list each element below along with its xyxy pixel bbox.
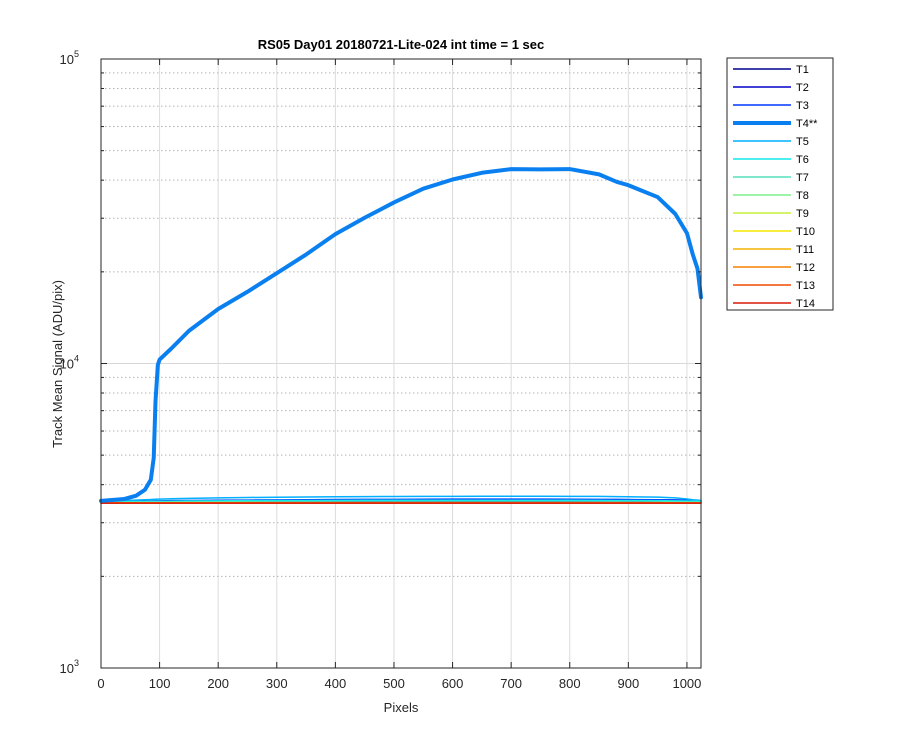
x-tick-label: 700 [500, 676, 522, 691]
series-line-t4 [99, 167, 703, 503]
legend-box [726, 57, 834, 311]
legend-entry: T6 [796, 154, 809, 166]
y-tick-label: 103 [60, 658, 79, 676]
x-tick-label: 500 [383, 676, 405, 691]
chart-title: RS05 Day01 20180721-Lite-024 int time = … [258, 37, 545, 52]
y-tick-label: 104 [60, 354, 79, 372]
legend: T1 T2 T3 T4** T5 T6 T7 T8 T9 T10 T11 T12 T13 T14 [726, 57, 834, 311]
legend-entry: T1 [796, 64, 809, 76]
legend-entry: T14 [796, 298, 815, 310]
x-axis-label: Pixels [384, 700, 419, 715]
y-axis-label: Track Mean Signal (ADU/pix) [50, 280, 65, 448]
legend-entry: T4** [796, 118, 818, 130]
legend-entry: T5 [796, 136, 809, 148]
series-line-t5 [100, 495, 702, 502]
legend-entry: T11 [796, 244, 814, 256]
x-tick-label: 800 [559, 676, 581, 691]
x-tick-label: 0 [97, 676, 104, 691]
legend-entry: T3 [796, 100, 809, 112]
x-tick-label: 400 [325, 676, 347, 691]
legend-entry: T12 [796, 262, 815, 274]
y-tick-label: 105 [60, 49, 79, 67]
x-tick-label: 300 [266, 676, 288, 691]
grid [101, 59, 701, 668]
series-line-t6 [100, 499, 702, 503]
legend-entry: T10 [796, 226, 815, 238]
legend-entry: T7 [796, 172, 809, 184]
x-tick-label: 200 [207, 676, 229, 691]
axis-ticks: 0 100 200 300 400 500 600 700 800 900 1000 103 104 10… [60, 49, 702, 691]
legend-entry: T8 [796, 190, 809, 202]
legend-entry: T2 [796, 82, 809, 94]
x-tick-label: 100 [149, 676, 171, 691]
series-lines [99, 167, 703, 504]
legend-entry: T13 [796, 280, 815, 292]
legend-entry: T9 [796, 208, 809, 220]
x-tick-label: 900 [617, 676, 639, 691]
x-tick-label: 1000 [672, 676, 701, 691]
x-tick-label: 600 [442, 676, 464, 691]
